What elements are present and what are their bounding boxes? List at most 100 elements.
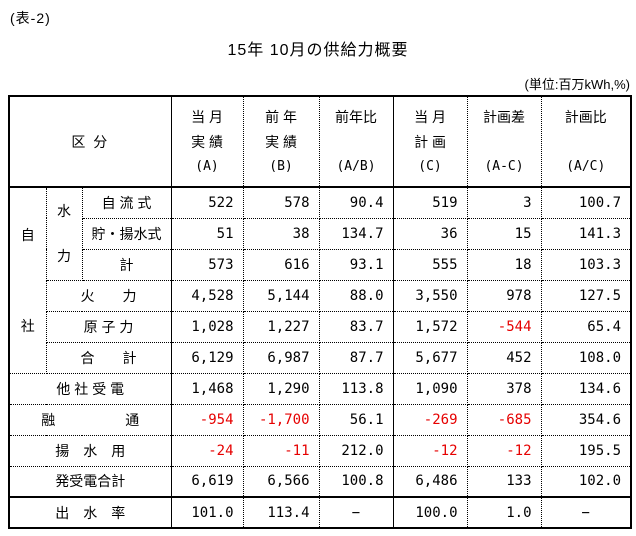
page-title: 15年 10月の供給力概要 (227, 42, 409, 59)
header-formula: (A-C) (484, 158, 524, 174)
header-row: 区 分 当 月実 績 (A) 前 年実 績 (B) 前年比 (A/B) 当 月計 画 (… (8, 95, 632, 188)
column-header-plan-ratio: 計画比 (A/C) (540, 95, 632, 188)
column-header-category: 区 分 (8, 95, 172, 188)
column-header-plan-diff: 計画差 (A-C) (466, 95, 542, 188)
cell-plan: 1,572 (392, 310, 468, 343)
group-char: 水 (57, 203, 71, 220)
table-row-pumping-use: 揚 水 用 -24 -11 212.0 -12 -12 195.5 (8, 434, 632, 467)
cell-plan: 5,677 (392, 341, 468, 374)
cell-yoy: 87.7 (318, 341, 394, 374)
cell-plan-diff: 18 (466, 248, 542, 281)
cell-plan-diff: -544 (466, 310, 542, 343)
header-line: 計画差 (483, 108, 526, 125)
table-row-grand-total: 発受電合計 6,619 6,566 100.8 6,486 133 102.0 (8, 465, 632, 498)
row-label: 自 流 式 (81, 186, 172, 219)
group-label-own-company: 自社 (8, 186, 47, 374)
cell-yoy: 88.0 (318, 279, 394, 312)
cell-prev-actual: 5,144 (242, 279, 320, 312)
header-line: 当 月 (191, 108, 223, 125)
cell-plan-diff: 978 (466, 279, 542, 312)
cell-plan: 519 (392, 186, 468, 219)
cell-yoy: 56.1 (318, 403, 394, 436)
cell-prev-actual: 6,566 (242, 465, 320, 498)
cell-plan-ratio: 141.3 (540, 217, 632, 250)
header-line: 計 画 (414, 133, 446, 150)
cell-plan-diff: 1.0 (466, 496, 542, 529)
cell-plan-ratio: 102.0 (540, 465, 632, 498)
cell-month-actual: 51 (170, 217, 244, 250)
cell-prev-actual: 616 (242, 248, 320, 281)
table-row-water-flow-rate: 出 水 率 101.0 113.4 − 100.0 1.0 − (8, 496, 632, 529)
cell-plan-diff: 378 (466, 372, 542, 405)
header-line: 前 年 (265, 108, 297, 125)
cell-month-actual: 1,028 (170, 310, 244, 343)
header-line: 前年比 (335, 108, 378, 125)
cell-plan-diff: 15 (466, 217, 542, 250)
group-char: 自 (20, 226, 35, 243)
cell-plan-diff: -685 (466, 403, 542, 436)
group-char: 社 (20, 317, 35, 334)
cell-yoy: 113.8 (318, 372, 394, 405)
cell-yoy: 90.4 (318, 186, 394, 219)
cell-month-actual: -954 (170, 403, 244, 436)
column-header-prev-year-actual: 前 年実 績 (B) (242, 95, 320, 188)
cell-plan-diff: 3 (466, 186, 542, 219)
header-formula: (A/B) (336, 158, 376, 174)
cell-plan-diff: 452 (466, 341, 542, 374)
group-label-hydro: 水力 (45, 186, 83, 281)
cell-plan: 3,550 (392, 279, 468, 312)
cell-plan: 1,090 (392, 372, 468, 405)
cell-plan: -12 (392, 434, 468, 467)
header-formula: (A/C) (566, 158, 606, 174)
cell-plan-ratio: 127.5 (540, 279, 632, 312)
cell-plan-ratio: − (540, 496, 632, 529)
cell-prev-actual: -11 (242, 434, 320, 467)
cell-plan: 555 (392, 248, 468, 281)
cell-prev-actual: 578 (242, 186, 320, 219)
header-line: 実 績 (265, 133, 297, 150)
column-header-yoy-ratio: 前年比 (A/B) (318, 95, 394, 188)
cell-month-actual: 101.0 (170, 496, 244, 529)
cell-yoy: 93.1 (318, 248, 394, 281)
header-line: 実 績 (191, 133, 223, 150)
cell-prev-actual: 1,290 (242, 372, 320, 405)
table-row-nuclear: 原 子 力 1,028 1,227 83.7 1,572 -544 65.4 (9, 310, 632, 343)
row-label: 他 社 受 電 (8, 372, 172, 405)
cell-plan-ratio: 354.6 (540, 403, 632, 436)
table-row-hydro-subtotal: 計 573 616 93.1 555 18 103.3 (9, 248, 632, 281)
column-header-month-actual: 当 月実 績 (A) (170, 95, 244, 188)
cell-plan-diff: -12 (466, 434, 542, 467)
cell-plan-diff: 133 (466, 465, 542, 498)
row-label: 融 通 (8, 403, 172, 436)
cell-month-actual: 6,129 (170, 341, 244, 374)
header-formula: (B) (269, 158, 293, 174)
cell-plan: 6,486 (392, 465, 468, 498)
cell-prev-actual: 6,987 (242, 341, 320, 374)
cell-prev-actual: 1,227 (242, 310, 320, 343)
cell-prev-actual: -1,700 (242, 403, 320, 436)
cell-plan-ratio: 108.0 (540, 341, 632, 374)
cell-plan: 100.0 (392, 496, 468, 529)
cell-month-actual: 573 (170, 248, 244, 281)
column-header-month-plan: 当 月計 画 (C) (392, 95, 468, 188)
cell-plan-ratio: 103.3 (540, 248, 632, 281)
table-row-pumped-storage: 貯・揚水式 51 38 134.7 36 15 141.3 (9, 217, 632, 250)
table-row-thermal: 火 力 4,528 5,144 88.0 3,550 978 127.5 (9, 279, 632, 312)
row-label: 揚 水 用 (8, 434, 172, 467)
group-char: 力 (57, 248, 71, 265)
cell-month-actual: 522 (170, 186, 244, 219)
cell-yoy: 83.7 (318, 310, 394, 343)
table-row-interchange: 融 通 -954 -1,700 56.1 -269 -685 354.6 (8, 403, 632, 436)
row-label: 火 力 (45, 279, 172, 312)
cell-month-actual: 4,528 (170, 279, 244, 312)
cell-yoy: 100.8 (318, 465, 394, 498)
unit-note: (単位:百万kWh,%) (524, 77, 630, 92)
cell-plan: 36 (392, 217, 468, 250)
header-line: 当 月 (414, 108, 446, 125)
row-label: 合 計 (45, 341, 172, 374)
cell-month-actual: 1,468 (170, 372, 244, 405)
row-label: 原 子 力 (45, 310, 172, 343)
cell-yoy: 134.7 (318, 217, 394, 250)
cell-prev-actual: 38 (242, 217, 320, 250)
table-number-tag: (表-2) (10, 10, 51, 26)
